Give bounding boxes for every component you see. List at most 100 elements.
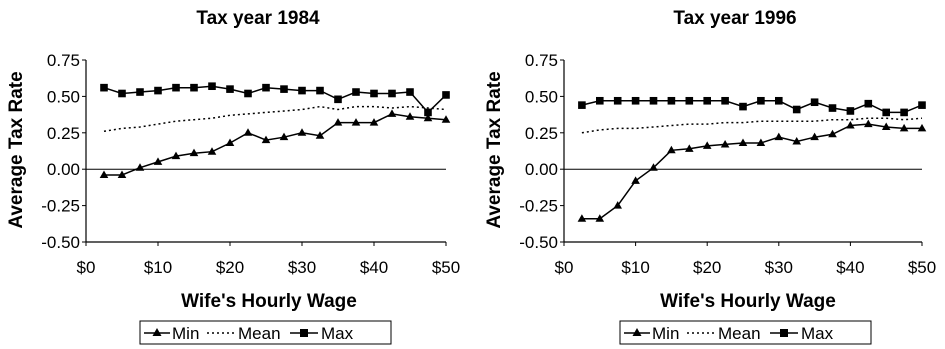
series-max-point bbox=[578, 101, 586, 109]
series-min-point bbox=[864, 119, 873, 128]
series-min-line bbox=[104, 113, 447, 176]
series-min-point bbox=[369, 118, 379, 126]
series-max-point bbox=[226, 85, 234, 93]
series-max-point bbox=[172, 83, 180, 92]
panel-1996: Tax year 1996 Average Tax Rate Wife's Ho… bbox=[484, 8, 936, 345]
y-tick-label: 0.75 bbox=[525, 51, 558, 70]
series-max-point bbox=[406, 88, 414, 96]
series-min-point bbox=[153, 157, 163, 165]
series-min-point bbox=[685, 144, 694, 152]
x-tick-label: $40 bbox=[360, 258, 388, 277]
series-min-point bbox=[577, 214, 587, 222]
series-max-point bbox=[208, 82, 216, 91]
series-max-point bbox=[424, 108, 432, 117]
series-min-point bbox=[135, 163, 145, 171]
chart-title: Tax year 1996 bbox=[673, 8, 796, 29]
legend-max-swatch bbox=[290, 329, 318, 337]
series-min-point bbox=[774, 132, 784, 141]
series-min-point bbox=[756, 138, 766, 146]
series-max-point bbox=[864, 99, 873, 108]
series-max-point bbox=[298, 86, 306, 95]
x-tick-label: $0 bbox=[555, 258, 574, 277]
series-min-line bbox=[581, 123, 922, 220]
series-min-point bbox=[720, 139, 730, 148]
x-tick-label: $50 bbox=[432, 258, 460, 277]
series-max-point bbox=[721, 96, 729, 105]
series-min-point bbox=[828, 129, 837, 138]
y-tick-label: -0.25 bbox=[519, 197, 558, 216]
series-min-point bbox=[297, 128, 307, 136]
series-max-point bbox=[596, 96, 604, 105]
legend-max-label: Max bbox=[801, 324, 834, 343]
series-min-point bbox=[261, 135, 271, 144]
legend-min-label: Min bbox=[652, 324, 679, 343]
series-min-point bbox=[171, 151, 181, 160]
series-max-point bbox=[613, 96, 622, 105]
series-min-point bbox=[595, 214, 605, 222]
x-axis-label: Wife's Hourly Wage bbox=[660, 291, 836, 312]
x-tick-label: $20 bbox=[216, 258, 244, 277]
legend-max-label: Max bbox=[321, 324, 354, 343]
x-tick-label: $40 bbox=[836, 258, 864, 277]
series-max-point bbox=[136, 88, 144, 96]
series-max-point bbox=[667, 96, 676, 105]
series-max-point bbox=[244, 89, 252, 98]
series-max-point bbox=[190, 83, 198, 92]
series-min-point bbox=[207, 147, 217, 155]
series-max-point bbox=[334, 95, 342, 104]
y-tick-label: -0.50 bbox=[519, 233, 558, 252]
legend-max-swatch bbox=[770, 329, 798, 337]
series-max-point bbox=[280, 85, 288, 93]
series-min-point bbox=[423, 113, 433, 122]
panel-1984: Tax year 1984 Average Tax Rate Wife's Ho… bbox=[6, 8, 460, 345]
legend-mean-label: Mean bbox=[718, 324, 761, 343]
series-mean-line bbox=[581, 117, 923, 134]
series-max-point bbox=[262, 83, 270, 92]
series-min-point bbox=[333, 118, 343, 126]
series-min-point bbox=[846, 121, 855, 129]
series-max-point bbox=[388, 89, 396, 98]
y-tick-label: 0.00 bbox=[47, 160, 80, 179]
series-min-point bbox=[881, 122, 891, 130]
x-tick-label: $30 bbox=[765, 258, 793, 277]
series-min-point bbox=[649, 163, 658, 171]
series-min-point bbox=[387, 109, 397, 117]
series-max-point bbox=[631, 96, 640, 105]
y-tick-label: -0.50 bbox=[41, 233, 80, 252]
x-tick-label: $10 bbox=[621, 258, 649, 277]
series-min-point bbox=[702, 141, 712, 149]
series-max-point bbox=[792, 105, 801, 114]
series-max-point bbox=[757, 96, 765, 105]
series-min-point bbox=[738, 138, 748, 146]
x-tick-label: $10 bbox=[144, 258, 172, 277]
series-min-point bbox=[279, 132, 289, 141]
series-mean-line bbox=[103, 105, 447, 133]
series-min-point bbox=[917, 123, 927, 132]
series-min-point bbox=[351, 118, 361, 126]
y-tick-label: 0.75 bbox=[47, 51, 80, 70]
series-min-point bbox=[899, 123, 909, 132]
series-min-point bbox=[631, 176, 640, 184]
legend-box bbox=[619, 320, 872, 345]
legend-min-swatch bbox=[624, 328, 650, 336]
legend-1996: Min Mean Max bbox=[619, 320, 872, 345]
series-min-point bbox=[243, 128, 253, 136]
series-max-point bbox=[649, 96, 658, 105]
series-max-point bbox=[846, 107, 855, 115]
series-max-point bbox=[775, 96, 783, 105]
series-min-point bbox=[99, 170, 109, 179]
y-axis-label: Average Tax Rate bbox=[6, 71, 27, 228]
x-tick-label: $20 bbox=[693, 258, 721, 277]
y-tick-label: 0.50 bbox=[47, 87, 80, 106]
series-max-point bbox=[154, 86, 162, 95]
legend-box bbox=[139, 320, 392, 345]
series-max-point bbox=[100, 83, 108, 92]
series-max-point bbox=[703, 96, 711, 105]
series-max-point bbox=[810, 98, 819, 107]
series-min-point bbox=[405, 112, 415, 120]
x-tick-label: $30 bbox=[288, 258, 316, 277]
y-axis-label: Average Tax Rate bbox=[484, 71, 505, 228]
legend-min-label: Min bbox=[172, 324, 199, 343]
legend-min-swatch bbox=[144, 328, 170, 336]
series-min-point bbox=[441, 115, 451, 123]
